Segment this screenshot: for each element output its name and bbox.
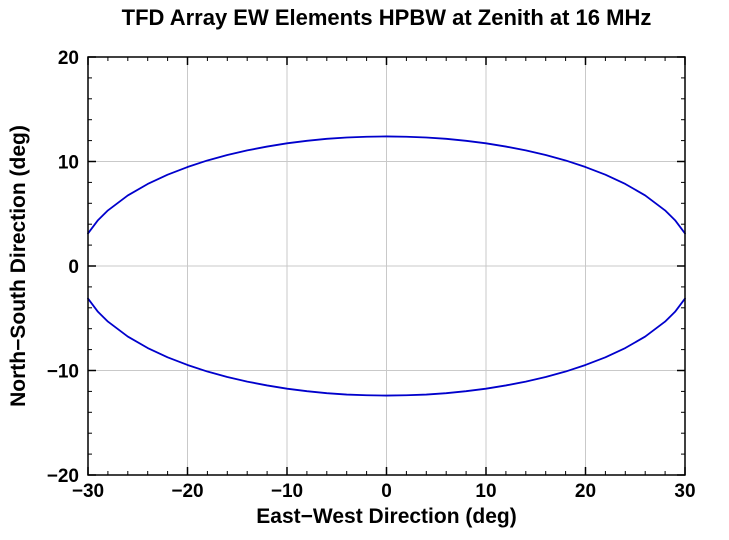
- lower-half-power-contour: [87, 297, 686, 397]
- y-tick-label: 0: [68, 257, 79, 278]
- y-tick-label: −10: [47, 362, 79, 383]
- x-tick-label: −30: [72, 481, 104, 502]
- y-tick-label: −20: [47, 466, 79, 487]
- plot-title: TFD Array EW Elements HPBW at Zenith at …: [121, 5, 652, 30]
- x-tick-label: 0: [381, 481, 392, 502]
- x-axis-label: East−West Direction (deg): [256, 505, 517, 528]
- y-axis-label: North−South Direction (deg): [7, 125, 30, 407]
- x-tick-label: −20: [171, 481, 203, 502]
- y-tick-label: 10: [58, 153, 79, 174]
- x-tick-label: 20: [575, 481, 596, 502]
- y-tick-label: 20: [58, 48, 79, 69]
- plot-frame: [87, 56, 686, 476]
- upper-half-power-contour: [87, 135, 686, 235]
- x-tick-label: 30: [674, 481, 695, 502]
- x-tick-label: 10: [475, 481, 496, 502]
- x-tick-label: −10: [271, 481, 303, 502]
